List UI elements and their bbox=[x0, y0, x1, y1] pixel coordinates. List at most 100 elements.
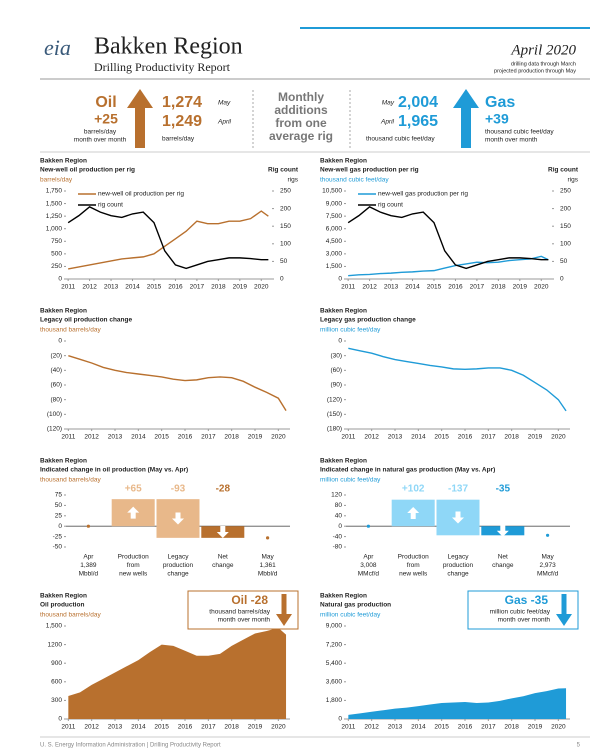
x-tick-label: 2011 bbox=[61, 434, 75, 441]
y-tick-label: 1,000 bbox=[46, 225, 63, 232]
bar-icon bbox=[216, 526, 229, 539]
x-tick-label: 2020 bbox=[551, 434, 566, 441]
category-label: from bbox=[407, 562, 420, 569]
callout-arrow bbox=[276, 594, 292, 626]
x-tick-label: 2020 bbox=[271, 434, 286, 441]
x-tick-label: 2013 bbox=[108, 434, 123, 441]
x-tick-label: 2011 bbox=[61, 284, 75, 291]
x-tick-label: 2015 bbox=[434, 724, 449, 731]
chart-region: Bakken Region bbox=[40, 593, 87, 600]
gas-arrow bbox=[453, 89, 479, 148]
oil-label: Oil bbox=[95, 94, 116, 111]
x-tick-label: 2015 bbox=[154, 724, 169, 731]
chart-title: Oil production bbox=[40, 602, 84, 609]
chart-title: Legacy oil production change bbox=[40, 317, 132, 324]
y-tick-label: 5,400 bbox=[326, 660, 343, 667]
x-tick-label: 2013 bbox=[388, 434, 403, 441]
y2-title: Rig count bbox=[548, 167, 579, 174]
y-tick-label: 4,500 bbox=[326, 238, 343, 245]
y-tick-label: 900 bbox=[51, 660, 62, 667]
category-label: production bbox=[163, 562, 194, 569]
gas-april-value: 1,965 bbox=[398, 113, 438, 130]
y2-axis-label: rigs bbox=[288, 177, 299, 184]
report-date: April 2020 bbox=[510, 42, 576, 58]
header-note: projected production through May bbox=[494, 68, 576, 74]
y-tick-label: (100) bbox=[47, 411, 62, 418]
oil-change-unit: month over month bbox=[74, 137, 127, 144]
callout-text: million cubic feet/day bbox=[490, 609, 551, 616]
y-axis-label: million cubic feet/day bbox=[320, 477, 381, 484]
category-label: 3,008 bbox=[360, 562, 377, 569]
category-label: 1,361 bbox=[259, 562, 276, 569]
x-tick-label: 2012 bbox=[84, 724, 99, 731]
center-text: Monthly bbox=[278, 90, 324, 104]
y-tick-label: 0 bbox=[338, 716, 342, 723]
x-tick-label: 2019 bbox=[248, 724, 263, 731]
callout-title: Gas -35 bbox=[505, 593, 549, 607]
page-number: 5 bbox=[577, 743, 581, 749]
y-tick-label: 7,500 bbox=[326, 213, 343, 220]
x-tick-label: 2014 bbox=[131, 724, 146, 731]
gas-unit: thousand cubic feet/day bbox=[366, 136, 435, 143]
x-tick-label: 2011 bbox=[341, 434, 355, 441]
category-label: MMcf/d bbox=[537, 571, 559, 578]
category-label: Mbbl/d bbox=[258, 571, 278, 578]
center-text: average rig bbox=[269, 129, 333, 143]
x-tick-label: 2012 bbox=[82, 284, 97, 291]
end-marker bbox=[546, 533, 550, 537]
y-tick-label: (120) bbox=[47, 426, 62, 433]
y-tick-label: 0 bbox=[338, 338, 342, 345]
y2-tick-label: 0 bbox=[280, 276, 284, 283]
gas-label: Gas bbox=[485, 94, 515, 111]
x-tick-label: 2018 bbox=[491, 284, 506, 291]
value-label: -28 bbox=[216, 484, 231, 495]
y-tick-label: (60) bbox=[50, 382, 62, 389]
chart-region: Bakken Region bbox=[320, 308, 367, 315]
y-tick-label: 600 bbox=[51, 679, 62, 686]
x-tick-label: 2011 bbox=[61, 724, 75, 731]
category-label: Production bbox=[398, 554, 429, 561]
x-tick-label: 2016 bbox=[458, 434, 473, 441]
area-series bbox=[68, 627, 287, 719]
gas-change-unit: month over month bbox=[485, 137, 538, 144]
category-label: Mbbl/d bbox=[79, 571, 99, 578]
y-tick-label: 9,000 bbox=[326, 623, 343, 630]
x-tick-label: 2011 bbox=[341, 284, 355, 291]
gas-change: +39 bbox=[485, 111, 509, 127]
y-tick-label: 500 bbox=[51, 251, 62, 258]
x-tick-label: 2015 bbox=[154, 434, 169, 441]
chart-title: Indicated change in oil production (May … bbox=[40, 467, 188, 474]
bar-icon bbox=[407, 506, 420, 519]
y2-tick-label: 100 bbox=[280, 241, 291, 248]
x-tick-label: 2020 bbox=[254, 284, 269, 291]
x-tick-label: 2019 bbox=[233, 284, 248, 291]
chart-region: Bakken Region bbox=[320, 593, 367, 600]
y2-tick-label: 250 bbox=[280, 188, 291, 195]
x-tick-label: 2019 bbox=[528, 434, 543, 441]
x-tick-label: 2015 bbox=[434, 434, 449, 441]
y-tick-label: 250 bbox=[51, 263, 62, 270]
y2-tick-label: 150 bbox=[560, 223, 571, 230]
y-tick-label: 9,000 bbox=[326, 200, 343, 207]
category-label: Production bbox=[118, 554, 149, 561]
category-label: May bbox=[261, 554, 274, 561]
x-tick-label: 2017 bbox=[481, 724, 496, 731]
y-tick-label: 10,500 bbox=[322, 188, 342, 195]
category-label: 1,389 bbox=[80, 562, 97, 569]
category-label: change bbox=[447, 571, 469, 578]
report-subtitle: Drilling Productivity Report bbox=[94, 60, 231, 74]
x-tick-label: 2012 bbox=[364, 724, 379, 731]
y-tick-label: 1,250 bbox=[46, 213, 63, 220]
value-label: -35 bbox=[496, 484, 511, 495]
callout-arrow bbox=[556, 594, 572, 626]
category-label: change bbox=[492, 562, 514, 569]
line-series bbox=[347, 206, 549, 270]
y-tick-label: (20) bbox=[50, 352, 62, 359]
x-tick-label: 2013 bbox=[104, 284, 119, 291]
category-label: Apr bbox=[363, 554, 374, 561]
y-axis-label: million cubic feet/day bbox=[320, 612, 381, 619]
y-tick-label: 3,000 bbox=[326, 251, 343, 258]
x-tick-label: 2020 bbox=[271, 724, 286, 731]
x-tick-label: 2020 bbox=[534, 284, 549, 291]
